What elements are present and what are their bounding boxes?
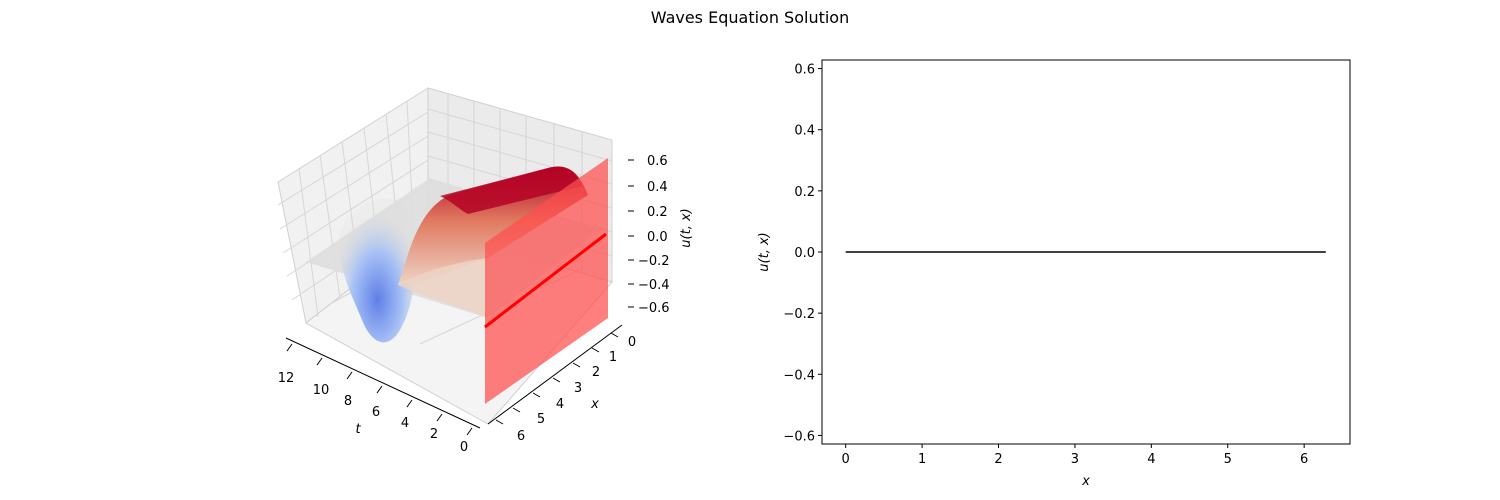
line-plot-x-label: x (1081, 474, 1090, 489)
z-tick-label: −0.6 (638, 301, 670, 316)
surface-slope (398, 258, 488, 318)
z-tick-label: 0.6 (647, 154, 668, 169)
surface-trough (339, 198, 416, 343)
x-tick-label: 1 (918, 452, 926, 467)
y-tick-label: 0.2 (794, 185, 815, 200)
x-tick-label: 0 (842, 452, 850, 467)
x-tick-label: 4 (1147, 452, 1155, 467)
figure-title: Waves Equation Solution (651, 8, 849, 27)
x-tick-label: 6 (517, 429, 525, 444)
z-tick-label: 0.0 (647, 230, 668, 245)
x-tick-label: 5 (537, 412, 545, 427)
line-plot: 0 1 2 3 4 5 6 0.6 0.4 0.2 0.0 −0.2 −0.4 −0.6 x u(t, x… (757, 59, 1351, 489)
z-tick-label: −0.2 (638, 254, 670, 269)
x-tick-label: 2 (592, 365, 600, 380)
t-axis-label: t (355, 422, 361, 437)
line-plot-ticks: 0 1 2 3 4 5 6 0.6 0.4 0.2 0.0 −0.2 −0.4 −0.6 (783, 63, 1308, 467)
x-tick-label: 1 (609, 350, 617, 365)
z-axis (628, 159, 634, 308)
x-tick-label: 5 (1224, 452, 1232, 467)
surface-plot: 0.6 0.4 0.2 0.0 −0.2 −0.4 −0.6 u(t, x) 1… (277, 87, 694, 455)
z-tick-label: 0.4 (647, 180, 668, 195)
y-tick-label: −0.6 (783, 429, 815, 444)
t-axis-ticks (286, 343, 473, 436)
t-tick-label: 10 (313, 383, 330, 398)
x-tick-label: 3 (1071, 452, 1079, 467)
z-tick-label: −0.4 (638, 278, 670, 293)
z-axis-label: u(t, x) (679, 208, 694, 247)
x-axis-label-3d: x (590, 397, 599, 412)
x-tick-label: 4 (556, 397, 564, 412)
t-tick-label: 4 (401, 416, 409, 431)
y-tick-label: 0.4 (794, 124, 815, 139)
x-tick-label: 3 (574, 381, 582, 396)
t-tick-label: 2 (430, 427, 438, 442)
z-tick-label: 0.2 (647, 205, 668, 220)
x-tick-label: 6 (1300, 452, 1308, 467)
t-axis (285, 337, 481, 429)
x-tick-label: 2 (994, 452, 1002, 467)
y-tick-label: 0.0 (794, 246, 815, 261)
x-axis (487, 324, 623, 425)
t-tick-label: 8 (344, 394, 352, 409)
t-tick-label: 0 (460, 440, 468, 455)
y-tick-label: −0.2 (783, 307, 815, 322)
surface-ridge-crest (440, 166, 582, 214)
y-tick-label: −0.4 (783, 368, 815, 383)
line-plot-y-label: u(t, x) (757, 232, 772, 271)
x-tick-label: 0 (628, 335, 636, 350)
t-tick-label: 12 (278, 371, 295, 386)
y-tick-label: 0.6 (794, 63, 815, 78)
x-axis-ticks (495, 332, 619, 425)
time-slice-curve (484, 232, 607, 329)
t-tick-label: 6 (372, 405, 380, 420)
